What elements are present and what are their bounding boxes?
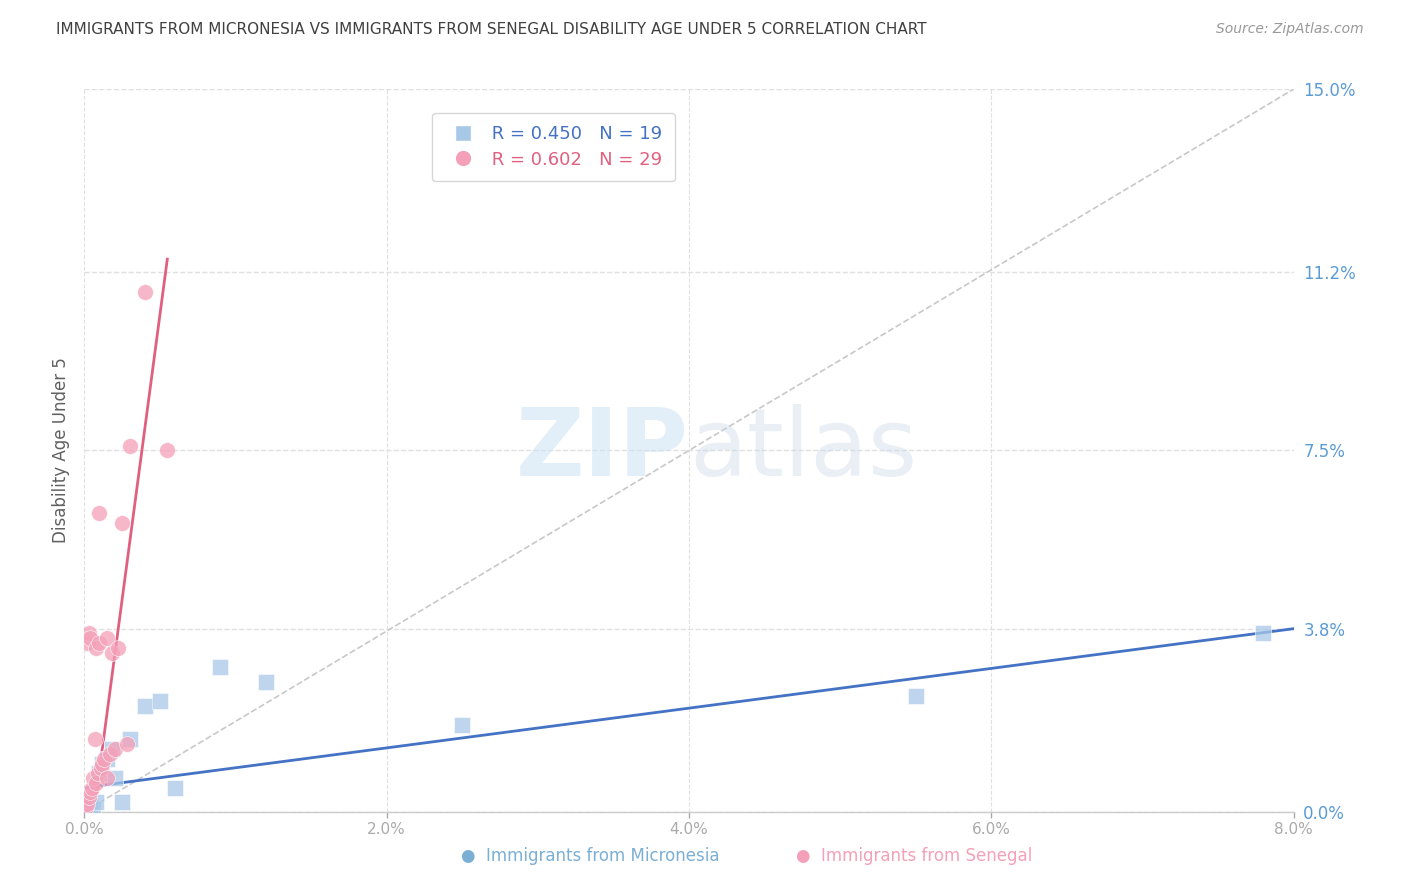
Point <box>91 756 114 771</box>
Y-axis label: Disability Age Under 5: Disability Age Under 5 <box>52 358 70 543</box>
Point <box>80 780 103 795</box>
Point <box>111 516 134 530</box>
Text: IMMIGRANTS FROM MICRONESIA VS IMMIGRANTS FROM SENEGAL DISABILITY AGE UNDER 5 COR: IMMIGRANTS FROM MICRONESIA VS IMMIGRANTS… <box>56 22 927 37</box>
Point <box>79 632 101 646</box>
Point <box>79 785 101 799</box>
Point <box>89 506 111 520</box>
Point <box>209 660 232 674</box>
Point <box>86 795 108 809</box>
Point <box>104 771 127 785</box>
Point <box>104 742 127 756</box>
Point <box>87 766 110 780</box>
Point <box>96 632 118 646</box>
Point <box>75 800 97 814</box>
Point <box>134 698 156 713</box>
Point <box>904 689 927 703</box>
Point <box>82 771 104 785</box>
Point <box>76 797 98 812</box>
Point <box>107 640 129 655</box>
Point <box>89 636 111 650</box>
Point <box>84 732 107 747</box>
Text: ZIP: ZIP <box>516 404 689 497</box>
Point <box>96 771 118 785</box>
Point <box>134 285 156 299</box>
Point <box>165 780 187 795</box>
Point <box>86 640 108 655</box>
Text: atlas: atlas <box>689 404 917 497</box>
Point <box>89 766 111 780</box>
Point <box>82 802 104 816</box>
Legend:  R = 0.450   N = 19,  R = 0.602   N = 29: R = 0.450 N = 19, R = 0.602 N = 29 <box>432 112 675 181</box>
Point <box>451 718 474 732</box>
Point <box>156 443 179 458</box>
Point <box>100 742 122 756</box>
Text: ●  Immigrants from Micronesia: ● Immigrants from Micronesia <box>461 847 720 865</box>
Text: Source: ZipAtlas.com: Source: ZipAtlas.com <box>1216 22 1364 37</box>
Point <box>118 439 141 453</box>
Point <box>93 752 115 766</box>
Point <box>111 795 134 809</box>
Point <box>77 790 100 805</box>
Point <box>96 752 118 766</box>
Point <box>100 646 122 660</box>
Point <box>149 694 172 708</box>
Point <box>79 800 101 814</box>
Point <box>254 674 277 689</box>
Point <box>86 776 108 790</box>
Point <box>77 626 100 640</box>
Point <box>115 737 138 751</box>
Point <box>76 636 98 650</box>
Point <box>91 756 114 771</box>
Point <box>98 747 121 761</box>
Point <box>118 732 141 747</box>
Text: ●  Immigrants from Senegal: ● Immigrants from Senegal <box>796 847 1032 865</box>
Point <box>90 761 112 775</box>
Point <box>1253 626 1275 640</box>
Point <box>76 797 98 812</box>
